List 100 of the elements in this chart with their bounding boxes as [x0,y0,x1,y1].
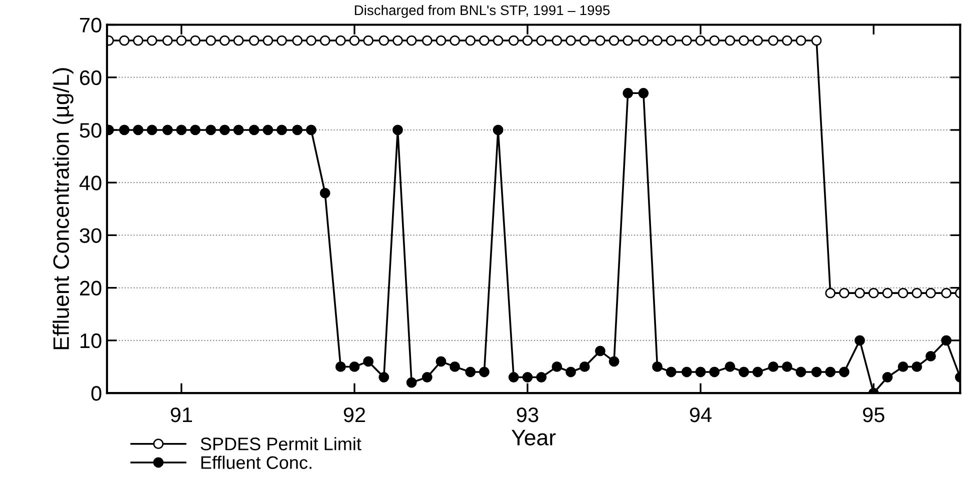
point [190,124,200,136]
point [492,124,504,136]
point [768,35,778,46]
point [363,356,374,367]
point [652,35,663,46]
point [608,35,620,46]
point [335,362,346,372]
point [566,366,576,378]
point [941,288,952,298]
point [292,124,303,136]
point [219,124,230,136]
point [378,372,390,382]
point [349,35,360,46]
point [233,124,244,136]
point [882,288,893,298]
point [248,124,260,136]
point [752,35,763,46]
point [838,288,850,298]
point [709,366,720,378]
point [796,366,806,378]
point [682,35,692,46]
y-tick-label: 70 [80,18,102,33]
point [825,366,836,378]
point [594,35,606,46]
point [695,35,706,46]
legend-label: SPDES Permit Limit [200,437,362,450]
point [579,35,590,46]
point [276,124,287,136]
y-tick-label: 40 [79,176,102,190]
point [912,362,922,372]
point [132,124,144,136]
x-tick-label: 93 [516,407,538,422]
point [825,288,836,298]
point [724,35,736,46]
point [206,124,216,136]
point [552,35,562,46]
point [638,88,649,98]
point [176,124,187,136]
point [119,35,130,46]
point [868,288,879,298]
y-tick-label: 20 [80,280,102,296]
point [306,35,316,46]
legend-label: Effluent Conc. [201,456,312,469]
point [666,35,676,46]
point [854,288,865,298]
point [276,35,287,46]
point [176,35,187,46]
point [536,372,547,382]
point [622,88,634,98]
point [508,372,519,382]
point [450,362,460,372]
point [552,362,562,372]
point [724,362,736,372]
x-tick-label: 91 [170,407,192,422]
point [912,288,922,298]
point [882,372,893,382]
point [536,35,547,46]
point [320,188,330,198]
point [392,35,403,46]
point [306,124,316,136]
y-tick-label: 10 [80,333,102,348]
point [465,35,476,46]
point [292,35,303,46]
point [752,366,763,378]
y-tick-label: 50 [80,122,102,138]
chart-title: Discharged from BNL's STP, 1991 – 1995 [354,4,610,18]
point [450,35,460,46]
point [811,35,822,46]
point [738,35,750,46]
point [262,35,274,46]
point [479,35,490,46]
point [682,366,692,378]
point [796,35,806,46]
point [898,362,908,372]
point [422,372,432,382]
point [378,35,390,46]
point [898,288,908,298]
x-tick-label: 94 [690,407,712,422]
point [492,35,504,46]
point [349,362,360,372]
point [392,124,403,136]
point [436,356,446,367]
point [638,35,649,46]
point [594,346,606,356]
point [363,35,374,46]
point [320,35,330,46]
point [579,362,590,372]
y-tick-label: 60 [80,70,102,86]
point [162,35,173,46]
point [709,35,720,46]
y-tick-label: 0 [91,386,102,401]
x-tick-label: 95 [863,407,884,422]
point [406,377,417,388]
point [854,335,865,346]
point [206,35,216,46]
point [162,124,173,136]
point [436,35,446,46]
point [838,366,850,378]
y-axis-title: Effluent Concentration (µg/L) [52,68,74,350]
point [248,35,260,46]
